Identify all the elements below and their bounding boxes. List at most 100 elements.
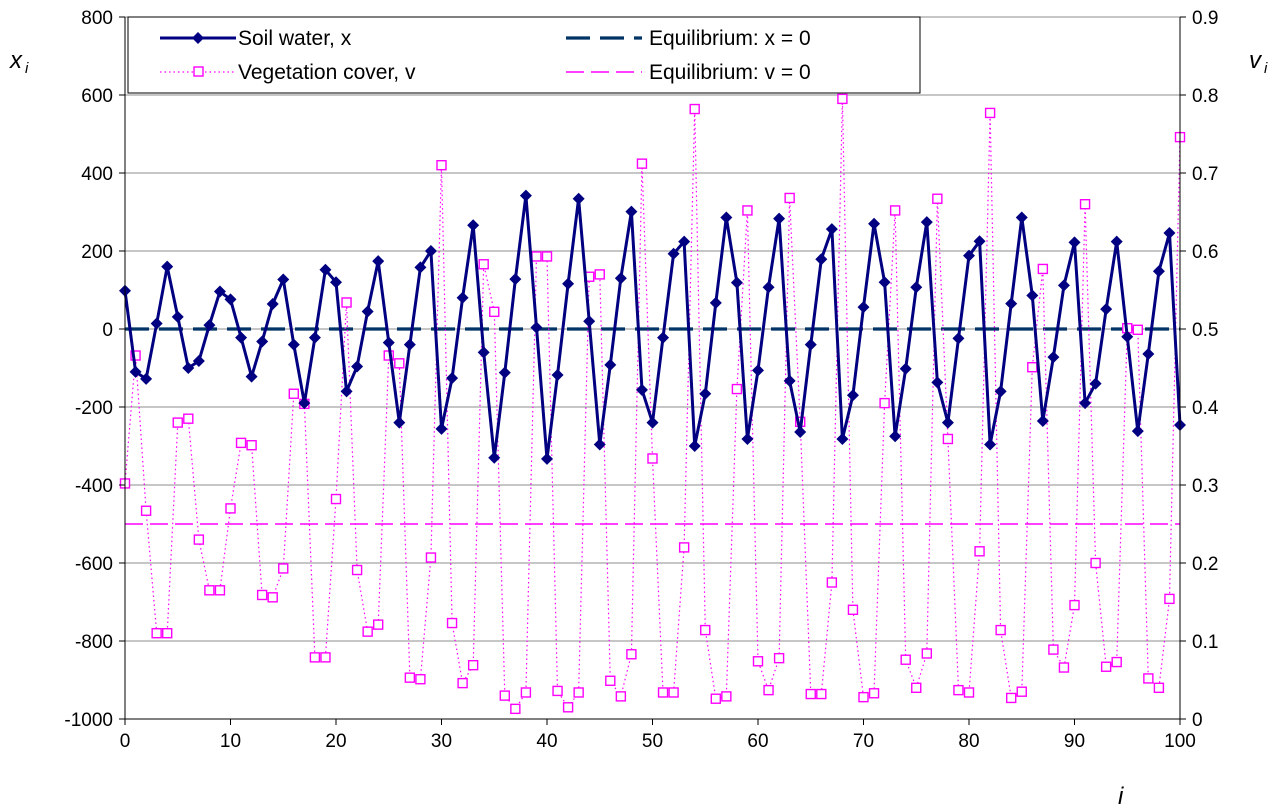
soil-water-point [519,189,532,202]
vegetation-point [520,687,532,698]
vegetation-point [214,585,226,596]
soil-water-point [625,205,638,218]
soil-water-point [931,376,944,389]
vegetation-point [847,604,859,615]
legend-eq-v-label: Equilibrium: v = 0 [649,61,811,84]
vegetation-point [1164,593,1175,605]
vegetation-point [510,703,521,715]
soil-water-point [308,331,321,344]
y-left-tick-label: -400 [75,476,113,497]
soil-water-point [488,451,501,464]
soil-water-point [741,432,754,445]
vegetation-point [330,493,342,505]
y-left-tick-label: 0 [102,320,113,341]
vegetation-point [826,577,838,588]
vegetation-point [457,677,468,689]
vegetation-point [657,687,669,698]
soil-water-point [825,223,838,236]
vegetation-point [605,675,616,686]
soil-water-point [298,397,311,410]
soil-water-point [414,261,427,274]
soil-water-point [351,360,364,373]
soil-water-point [1047,351,1060,364]
soil-water-point [593,438,606,451]
soil-water-point [340,385,353,398]
soil-water-point [709,296,722,309]
y-right-tick-label: 0.2 [1192,554,1218,575]
vegetation-point [784,192,795,204]
x-tick-label: 80 [958,731,979,752]
y-left-tick-label: -1000 [64,710,113,731]
soil-water-point [699,387,712,400]
soil-water-point [530,321,543,334]
vegetation-point [467,659,479,671]
soil-water-point [984,438,997,451]
y-right-tick-label: 0 [1192,710,1203,731]
vegetation-point [1058,662,1070,673]
soil-water-point [889,430,902,443]
vegetation-point [858,691,869,703]
soil-water-point [477,346,490,359]
vegetation-point [151,628,162,639]
x-tick-label: 50 [642,731,663,752]
soil-water-point [815,253,828,266]
vegetation-point [140,505,152,516]
vegetation-point [700,624,711,636]
soil-water-point [657,331,670,344]
x-tick-label: 90 [1064,731,1085,752]
soil-water-point [129,365,142,378]
x-tick-label: 60 [747,731,768,752]
soil-water-point [277,273,290,286]
vegetation-point [573,687,584,698]
vegetation-point [805,688,816,700]
soil-water-point [646,416,659,429]
vegetation-point [246,440,257,451]
x-tick-label: 20 [325,731,346,752]
vegetation-point [1111,656,1122,668]
soil-water-point [614,272,627,285]
vegetation-point [1016,686,1027,697]
vegetation-series [119,93,1186,715]
legend-soil-marker [192,32,204,44]
soil-water-point [213,285,226,298]
soil-water-point [1068,236,1081,249]
x-tick-label: 40 [536,731,557,752]
vegetation-point [499,690,510,701]
y-left-tick-label: -800 [75,632,113,653]
vegetation-point [953,684,964,696]
vegetation-point [742,205,753,216]
vegetation-point [752,656,764,667]
vegetation-point [668,687,679,698]
soil-water-point [688,440,701,452]
vegetation-point [436,159,447,171]
vegetation-point [256,589,268,601]
vegetation-point [204,585,215,596]
soil-water-point [1005,297,1018,310]
x-tick-label: 10 [220,731,241,752]
soil-water-point [846,389,859,402]
vegetation-point [446,617,458,629]
soil-water-point [456,291,469,304]
soil-water-point [1121,330,1134,343]
soil-water-point [235,331,248,344]
vegetation-point [963,687,975,698]
vegetation-point [478,259,489,270]
vegetation-point [225,503,236,514]
vegetation-point [678,542,690,553]
y-right-tick-label: 0.6 [1192,242,1218,263]
soil-water-point [910,281,923,294]
vegetation-point [879,397,890,409]
vegetation-point [1132,324,1144,335]
soil-water-point [720,211,733,224]
y-right-tick-label: 0.1 [1192,632,1218,653]
soil-water-point [1057,279,1070,292]
vegetation-point [373,619,384,630]
soil-water-point [836,432,849,445]
soil-water-point [203,319,216,332]
vegetation-point [942,433,954,445]
vegetation-point [974,546,985,557]
soil-water-point [182,362,195,374]
